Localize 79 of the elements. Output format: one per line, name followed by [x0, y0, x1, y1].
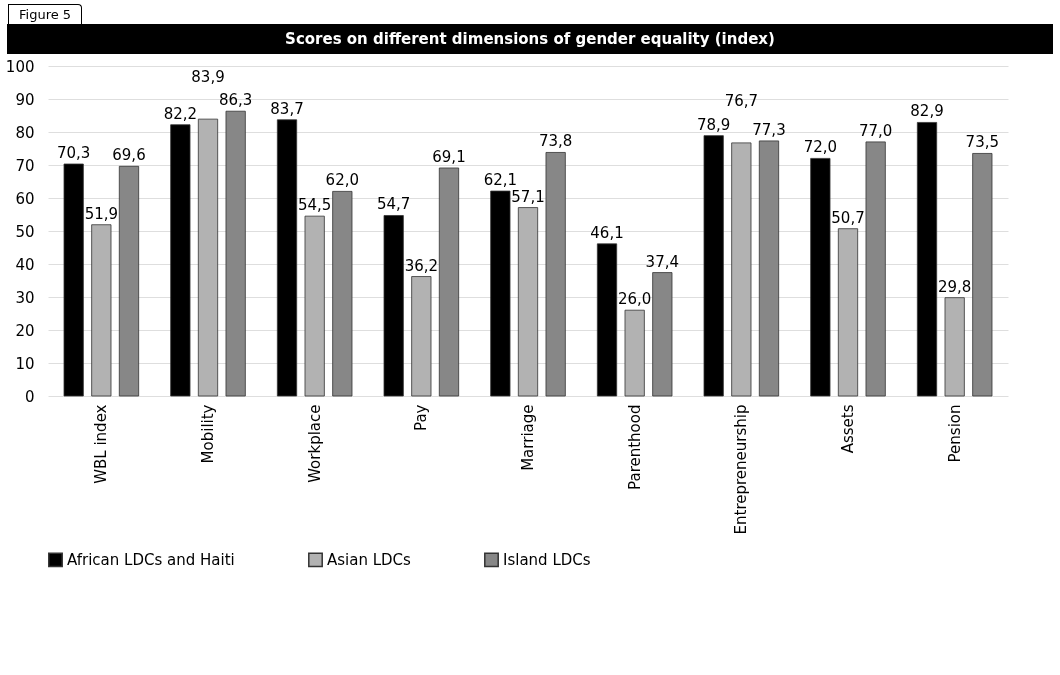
bar — [837, 228, 859, 397]
bar — [517, 207, 539, 397]
x-tick-label: Entrepreneurship — [732, 404, 751, 535]
x-tick-label: Mobility — [199, 404, 217, 464]
data-label: 26,0 — [617, 290, 652, 309]
bar — [118, 165, 140, 397]
data-label: 83,9 — [191, 68, 225, 87]
bar — [383, 215, 404, 397]
data-label: 70,3 — [56, 144, 91, 163]
data-label: 54,5 — [297, 196, 332, 215]
y-tick-label: 60 — [15, 189, 35, 208]
bar — [438, 167, 460, 397]
legend-label: African LDCs and Haiti — [67, 550, 235, 569]
data-label: 77,0 — [858, 121, 893, 140]
data-label: 62,0 — [325, 171, 360, 190]
data-label: 76,7 — [724, 91, 759, 110]
bar — [197, 118, 219, 397]
legend-label: Island LDCs — [503, 550, 591, 569]
bar — [225, 110, 246, 397]
bar — [758, 140, 780, 397]
data-label: 82,9 — [910, 102, 944, 121]
bar — [596, 243, 618, 397]
y-tick-label: 10 — [15, 354, 35, 373]
bar — [411, 276, 432, 397]
bar — [972, 153, 993, 397]
data-label: 86,3 — [218, 91, 253, 110]
y-tick-label: 0 — [24, 387, 35, 406]
data-label: 50,7 — [831, 208, 865, 227]
bar — [276, 119, 298, 397]
caption: Figure 5 — [8, 4, 83, 24]
bar — [91, 224, 112, 397]
bar — [916, 122, 938, 397]
y-tick-label: 30 — [15, 288, 35, 307]
data-label: 36,2 — [404, 256, 439, 275]
data-label: 69,6 — [112, 146, 146, 165]
x-tick-label: Assets — [839, 404, 857, 454]
data-label: 51,9 — [84, 204, 119, 223]
y-tick-label: 80 — [15, 123, 35, 142]
bar — [304, 215, 325, 397]
bar — [865, 141, 886, 397]
data-label: 73,8 — [538, 132, 573, 151]
data-label: 54,7 — [376, 195, 411, 214]
bar — [652, 272, 673, 397]
data-label: 77,3 — [752, 120, 786, 139]
x-tick-label: WBL index — [92, 404, 111, 484]
x-tick-label: Pay — [412, 404, 431, 431]
bar — [944, 297, 965, 397]
data-label: 57,1 — [511, 187, 545, 206]
bar — [545, 152, 566, 397]
data-label: 29,8 — [937, 277, 972, 296]
bar — [703, 135, 724, 397]
legend-label: Asian LDCs — [327, 550, 412, 569]
data-label: 83,7 — [270, 99, 304, 118]
data-label: 69,1 — [432, 147, 466, 166]
chart-title: Scores on different dimensions of gender equality (index) — [7, 24, 1053, 54]
data-label: 46,1 — [590, 223, 624, 242]
data-label: 78,9 — [696, 115, 731, 134]
bar — [624, 309, 645, 397]
x-tick-label: Pension — [945, 404, 964, 463]
bar — [170, 124, 191, 397]
bar — [63, 163, 84, 397]
bar — [490, 190, 511, 397]
x-tick-label: Marriage — [519, 404, 537, 471]
y-tick-label: 40 — [15, 255, 35, 274]
y-tick-label: 20 — [15, 321, 35, 340]
data-label: 72,0 — [803, 138, 838, 157]
bar — [731, 142, 752, 397]
bar — [810, 158, 831, 397]
data-label: 37,4 — [645, 252, 680, 271]
y-tick-label: 100 — [5, 57, 35, 76]
bar — [332, 191, 353, 397]
data-label: 82,2 — [163, 104, 198, 123]
y-tick-label: 70 — [15, 156, 35, 175]
y-tick-label: 50 — [15, 222, 35, 241]
x-tick-label: Workplace — [305, 404, 324, 483]
y-tick-label: 90 — [15, 90, 35, 109]
x-tick-label: Parenthood — [625, 404, 644, 490]
data-label: 62,1 — [483, 171, 518, 190]
data-label: 73,5 — [965, 133, 1000, 152]
